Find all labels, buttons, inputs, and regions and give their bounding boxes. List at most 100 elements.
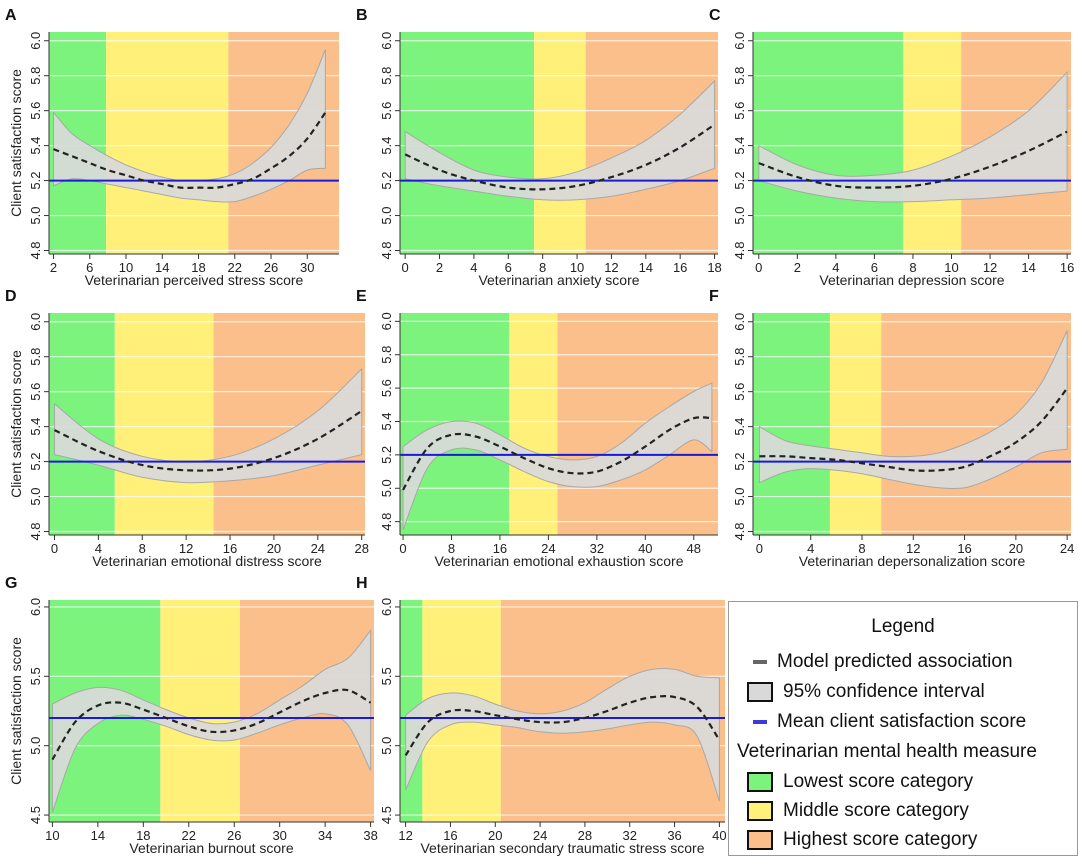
y-tick-label: 5.4 xyxy=(28,137,43,155)
x-tick-label: 12 xyxy=(179,541,193,556)
panels-layer: 4.85.05.25.45.65.86.02 6 10 14 18 22 26 30Veter… xyxy=(5,7,1074,856)
predicted-curve xyxy=(53,111,327,189)
x-tick-label: 18 xyxy=(191,260,205,275)
x-tick-label: 14 xyxy=(1021,260,1035,275)
confidence-band xyxy=(402,382,713,531)
x-axis-title: Veterinarian depression score xyxy=(819,272,1004,288)
x-tick-label: 8 xyxy=(909,260,916,275)
category-band-mid xyxy=(160,600,240,822)
panel-c: 4.8 5.0 5.2 5.4 5.6 5.8 6.0 0 2 4 6 8 10 12 14 16 Veteri… xyxy=(709,7,1074,288)
category-band-mid xyxy=(903,32,962,254)
x-tick-label: 24 xyxy=(311,541,325,556)
x-tick-label: 16 xyxy=(443,828,457,843)
x-tick-label: 16 xyxy=(1060,260,1074,275)
y-tick-label: 4.8 xyxy=(379,513,394,531)
x-tick-label: 16 xyxy=(673,260,687,275)
legend-label-predicted: Model predicted association xyxy=(777,651,1013,672)
x-tick-label: 0 xyxy=(756,541,763,556)
y-tick-label: 5.4 xyxy=(379,137,394,155)
y-tick-label: 5.8 xyxy=(28,67,43,85)
y-axis-title: Client satisfaction score xyxy=(8,637,24,785)
y-tick-label: 5.0 xyxy=(379,737,394,755)
category-band-mid xyxy=(114,313,214,535)
confidence-band xyxy=(53,49,326,203)
x-tick-label: 8 xyxy=(139,541,146,556)
category-band-mid xyxy=(534,32,586,254)
x-tick-label: 12 xyxy=(906,541,920,556)
panel-a: 4.85.05.25.45.65.86.02 6 10 14 18 22 26 30Veter… xyxy=(5,7,339,288)
x-axis-title: Veterinarian burnout score xyxy=(129,840,293,856)
predicted-curve xyxy=(404,123,716,191)
y-axis-title: Client satisfaction score xyxy=(8,69,24,217)
x-tick-label: 24 xyxy=(533,828,547,843)
panel-label: E xyxy=(356,288,367,305)
y-tick-label: 5.4 xyxy=(379,412,394,430)
legend-item-middle: Middle score category xyxy=(729,798,969,824)
x-tick-label: 12 xyxy=(983,260,997,275)
x-axis-title: Veterinarian secondary traumatic stress … xyxy=(420,840,704,856)
y-tick-label: 5.2 xyxy=(379,446,394,464)
x-axis-title: Veterinarian depersonalization score xyxy=(799,553,1026,569)
x-tick-label: 20 xyxy=(1009,541,1023,556)
x-tick-label: 26 xyxy=(264,260,278,275)
y-tick-label: 5.6 xyxy=(732,102,747,120)
x-tick-label: 48 xyxy=(687,541,701,556)
x-tick-label: 10 xyxy=(944,260,958,275)
y-tick-label: 5.6 xyxy=(379,102,394,120)
x-tick-label: 6 xyxy=(871,260,878,275)
panel-label: G xyxy=(5,575,17,592)
y-tick-label: 5.4 xyxy=(732,418,747,436)
y-tick-label: 5.2 xyxy=(379,172,394,190)
x-tick-label: 2 xyxy=(794,260,801,275)
y-tick-label: 4.8 xyxy=(379,241,394,259)
y-tick-label: 5.2 xyxy=(28,172,43,190)
panel-g: 4.5 5.0 5.5 6.0 10 14 18 22 26 30 34 38 Veterinarian… xyxy=(5,575,378,856)
x-axis-title: Veterinarian emotional exhaustion score xyxy=(434,553,683,569)
predicted-curve xyxy=(758,130,1068,189)
y-tick-label: 4.8 xyxy=(732,522,747,540)
legend-box: Legend Model predicted association 95% c… xyxy=(728,601,1078,856)
green-box-icon xyxy=(747,772,773,792)
y-tick-label: 6.0 xyxy=(732,32,747,50)
panel-label: H xyxy=(356,575,368,592)
confidence-band xyxy=(758,330,1068,490)
y-tick-label: 5.5 xyxy=(28,667,43,685)
panel-b: 4.8 5.0 5.2 5.4 5.6 5.8 6.0 0 2 4 6 8 10 12 14 16 18 Vete… xyxy=(356,7,722,288)
x-tick-label: 28 xyxy=(578,828,592,843)
y-tick-label: 5.4 xyxy=(732,137,747,155)
legend-item-predicted: Model predicted association xyxy=(729,649,1013,675)
x-tick-label: 10 xyxy=(119,260,133,275)
y-tick-label: 5.0 xyxy=(379,207,394,225)
blue-line-icon xyxy=(753,720,767,724)
panel-label: A xyxy=(5,7,17,24)
grey-box-icon xyxy=(747,682,773,702)
x-axis-title: Veterinarian anxiety score xyxy=(478,272,639,288)
y-tick-label: 5.2 xyxy=(732,453,747,471)
category-band-low xyxy=(753,313,830,535)
x-tick-label: 8 xyxy=(448,541,455,556)
x-tick-label: 22 xyxy=(182,828,196,843)
confidence-band xyxy=(405,668,720,802)
x-tick-label: 4 xyxy=(95,541,102,556)
y-tick-label: 6.0 xyxy=(28,313,43,331)
x-tick-label: 2 xyxy=(50,260,57,275)
y-tick-label: 5.8 xyxy=(28,348,43,366)
x-tick-label: 0 xyxy=(399,541,406,556)
y-tick-label: 5.0 xyxy=(732,488,747,506)
x-tick-label: 16 xyxy=(493,541,507,556)
x-tick-label: 26 xyxy=(227,828,241,843)
x-tick-label: 22 xyxy=(228,260,242,275)
y-tick-label: 6.0 xyxy=(379,312,394,330)
y-axis-title: Client satisfaction score xyxy=(8,350,24,498)
x-tick-label: 2 xyxy=(436,260,443,275)
x-tick-label: 24 xyxy=(541,541,555,556)
confidence-band xyxy=(758,70,1068,203)
panel-label: C xyxy=(709,7,721,24)
x-tick-label: 36 xyxy=(667,828,681,843)
y-tick-label: 4.8 xyxy=(732,241,747,259)
panel-label: F xyxy=(709,288,719,305)
x-tick-label: 10 xyxy=(45,828,59,843)
y-tick-label: 4.5 xyxy=(379,806,394,824)
panel-label: D xyxy=(5,288,17,305)
legend-label-ci: 95% confidence interval xyxy=(783,681,985,702)
